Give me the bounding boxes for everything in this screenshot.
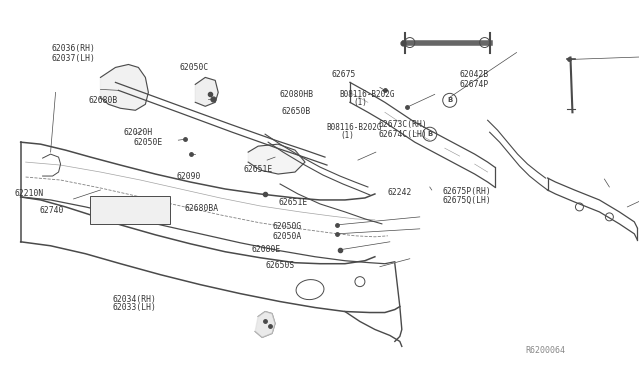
Text: 62210N: 62210N bbox=[15, 189, 44, 198]
Polygon shape bbox=[248, 144, 305, 174]
Text: 62675: 62675 bbox=[332, 70, 356, 79]
Text: 62036(RH): 62036(RH) bbox=[52, 44, 95, 53]
Text: 62675P(RH): 62675P(RH) bbox=[443, 187, 492, 196]
Text: 62034(RH): 62034(RH) bbox=[113, 295, 156, 304]
Text: 62650B: 62650B bbox=[282, 108, 311, 116]
Text: 62680B: 62680B bbox=[89, 96, 118, 105]
Text: 62050C: 62050C bbox=[179, 63, 209, 72]
Polygon shape bbox=[255, 311, 275, 337]
Text: 62050A: 62050A bbox=[272, 231, 301, 241]
Polygon shape bbox=[195, 77, 218, 106]
Text: 62673C(RH): 62673C(RH) bbox=[379, 121, 428, 129]
Text: B: B bbox=[447, 97, 452, 103]
Text: 62674P: 62674P bbox=[460, 80, 488, 89]
Text: 62042B: 62042B bbox=[460, 70, 488, 79]
Text: 62090: 62090 bbox=[176, 172, 201, 181]
Text: B: B bbox=[427, 131, 433, 137]
Text: 62740: 62740 bbox=[39, 206, 63, 215]
Text: 62037(LH): 62037(LH) bbox=[52, 54, 95, 62]
Text: 62050E: 62050E bbox=[134, 138, 163, 147]
Text: 62651E: 62651E bbox=[243, 165, 273, 174]
Text: B08116-B202G: B08116-B202G bbox=[326, 123, 382, 132]
Text: 62080HB: 62080HB bbox=[279, 90, 313, 99]
Text: (1): (1) bbox=[340, 131, 355, 140]
Text: 62033(LH): 62033(LH) bbox=[113, 303, 156, 312]
Text: 62020H: 62020H bbox=[124, 128, 152, 137]
Text: 62650S: 62650S bbox=[266, 261, 295, 270]
Polygon shape bbox=[100, 64, 148, 110]
Text: 62680BA: 62680BA bbox=[184, 204, 219, 213]
FancyBboxPatch shape bbox=[90, 196, 170, 224]
Text: 62050G: 62050G bbox=[272, 222, 301, 231]
Text: (1): (1) bbox=[353, 98, 367, 107]
Text: 62242: 62242 bbox=[388, 188, 412, 197]
Text: R6200064: R6200064 bbox=[525, 346, 566, 355]
Text: 62674C(LH): 62674C(LH) bbox=[379, 129, 428, 139]
Text: 62080E: 62080E bbox=[252, 244, 281, 253]
Text: B08116-B202G: B08116-B202G bbox=[339, 90, 395, 99]
Text: 62675Q(LH): 62675Q(LH) bbox=[443, 196, 492, 205]
Text: 62651E: 62651E bbox=[278, 198, 308, 207]
